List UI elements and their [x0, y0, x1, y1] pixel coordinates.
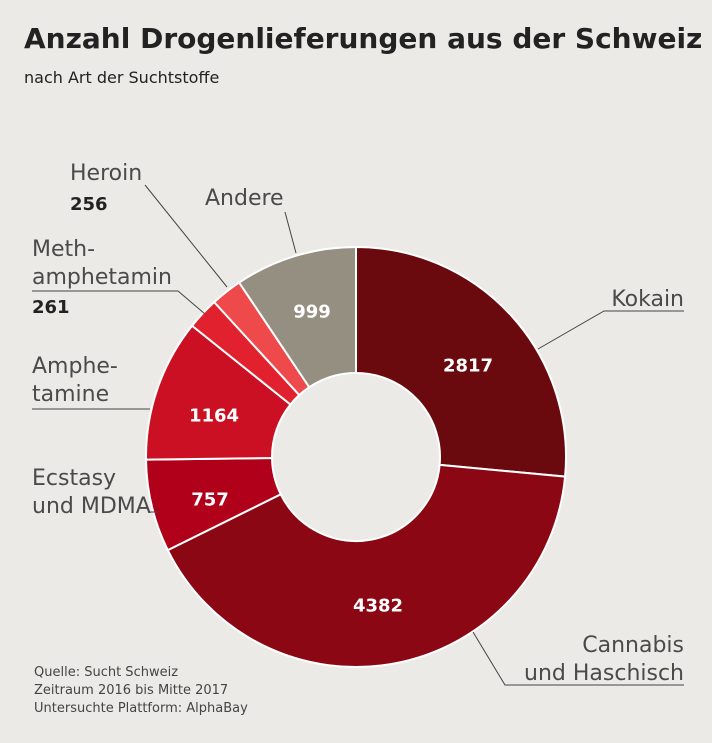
- category-label-ecstasy-und-mdma: Ecstasy und MDMA: [32, 466, 151, 519]
- slice-kokain: [355, 245, 567, 478]
- value-label-amphetamine: 1164: [189, 406, 239, 427]
- leader-line-heroin: [144, 184, 228, 288]
- value-label-methamphetamin: 261: [32, 297, 70, 318]
- slice-andere: [237, 245, 357, 389]
- value-label-andere: 999: [293, 302, 331, 323]
- platform-line: Untersuchte Plattform: AlphaBay: [34, 701, 248, 716]
- source-line: Quelle: Sucht Schweiz: [34, 665, 179, 680]
- category-label-amphetamine: Amphe-tamine: [32, 354, 118, 407]
- value-label-cannabis-und-haschisch: 4382: [353, 596, 403, 617]
- source-note: Quelle: Sucht Schweiz Zeitraum 2016 bis …: [34, 664, 248, 718]
- category-label-cannabis-und-haschisch: Cannabis und Haschisch: [524, 633, 684, 686]
- value-label-kokain: 2817: [443, 356, 493, 377]
- leader-line-kokain: [537, 310, 684, 350]
- leader-line-methamphetamin: [32, 290, 206, 315]
- category-label-methamphetamin: Meth-amphetamin: [32, 237, 172, 290]
- category-label-kokain: Kokain: [611, 287, 684, 312]
- category-label-heroin: Heroin: [70, 161, 142, 186]
- leader-line-andere: [284, 211, 297, 254]
- value-label-heroin: 256: [70, 194, 108, 215]
- leader-line-cannabis-und-haschisch: [472, 631, 684, 686]
- category-label-andere: Andere: [205, 186, 284, 211]
- slice-cannabis-und-haschisch: [166, 463, 567, 668]
- chart-title: Anzahl Drogenlieferungen aus der Schweiz: [24, 22, 703, 55]
- chart-subtitle: nach Art der Suchtstoffe: [24, 68, 220, 87]
- period-line: Zeitraum 2016 bis Mitte 2017: [34, 683, 229, 698]
- value-label-ecstasy-und-mdma: 757: [191, 490, 229, 511]
